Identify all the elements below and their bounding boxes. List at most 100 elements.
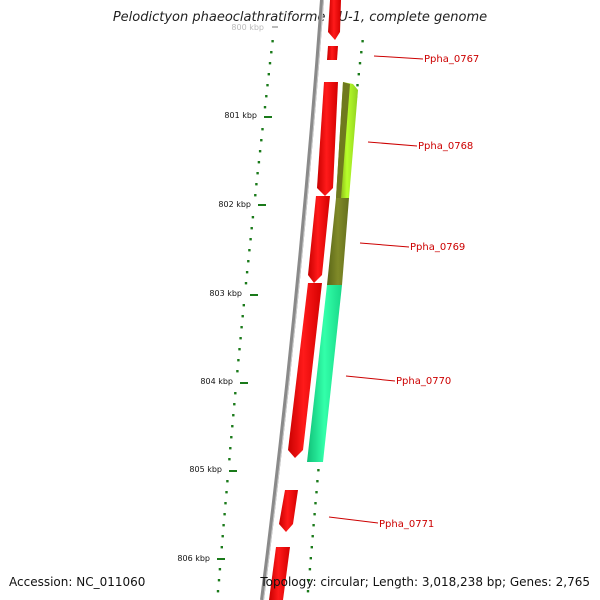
forward-strand-genes (269, 0, 341, 600)
track-dot (232, 414, 235, 417)
track-dot (251, 216, 255, 219)
ruler-tick: 802 kbp (218, 200, 266, 209)
track-dot (266, 84, 269, 87)
genome-backbone-highlight (263, 0, 324, 600)
track-dot (360, 51, 363, 54)
track-dot (261, 128, 264, 131)
track-dot (241, 315, 244, 318)
ruler-tick-label: 805 kbp (189, 465, 222, 474)
track-dot (308, 568, 312, 571)
track-dot (260, 139, 263, 142)
track-dot (234, 392, 237, 395)
track-dot (315, 491, 318, 494)
gene-label[interactable]: Ppha_0768 (418, 141, 473, 152)
track-dot (306, 590, 310, 593)
track-dot (265, 95, 268, 98)
track-dot (217, 579, 221, 582)
ruler-tick: 800 kbp (231, 23, 278, 32)
track-dot (220, 546, 223, 549)
gene-arrow[interactable] (288, 283, 322, 458)
ruler-tick-label: 801 kbp (224, 111, 257, 120)
track-dot (313, 513, 316, 516)
track-dot (242, 304, 245, 307)
track-dot (225, 491, 228, 494)
gene-label-group[interactable]: Ppha_0768 (367, 141, 473, 152)
track-dot (247, 260, 250, 263)
track-dot (256, 172, 259, 175)
track-dot (245, 271, 249, 274)
track-dot (248, 249, 251, 252)
track-dot (231, 425, 234, 428)
ruler-tick-label: 806 kbp (177, 554, 210, 563)
track-dot (224, 502, 227, 505)
genome-summary-text: Topology: circular; Length: 3,018,238 bp… (260, 575, 590, 589)
track-dot (357, 73, 360, 76)
gene-arrow[interactable] (327, 46, 338, 60)
gene-label[interactable]: Ppha_0771 (379, 519, 434, 530)
track-dot (249, 238, 252, 241)
ruler-tick-label: 802 kbp (218, 200, 251, 209)
gene-arrow[interactable] (269, 547, 290, 600)
reverse-strand-genes (307, 82, 358, 462)
track-dot (310, 546, 313, 549)
track-dot (257, 161, 261, 164)
gene-label[interactable]: Ppha_0769 (410, 242, 465, 253)
gene-label-group[interactable]: Ppha_0769 (359, 242, 465, 253)
track-dot (307, 579, 311, 582)
track-dot (230, 436, 233, 439)
ruler-tick: 804 kbp (200, 377, 248, 386)
track-dot (226, 480, 229, 483)
gene-arrow[interactable] (308, 196, 330, 283)
ruler-tick-label: 800 kbp (231, 23, 264, 32)
gene-ppha-0770[interactable] (307, 285, 342, 462)
track-dot (271, 40, 274, 43)
gene-labels: Ppha_0767 Ppha_0768 Ppha_0769 Ppha_0770 … (328, 54, 479, 530)
track-dot (233, 403, 236, 406)
track-dot (239, 337, 242, 340)
gene-ppha-0769[interactable] (327, 198, 349, 285)
track-dot (361, 40, 364, 43)
track-dot (228, 458, 231, 461)
ruler-tick-label: 803 kbp (209, 289, 242, 298)
gene-label-group[interactable]: Ppha_0770 (345, 375, 451, 387)
track-dot (236, 370, 239, 373)
track-dot (229, 447, 232, 450)
track-dot (358, 62, 362, 65)
track-dot (314, 502, 317, 505)
track-dot (237, 359, 240, 362)
ruler-tick-label: 804 kbp (200, 377, 233, 386)
ruler-tick: 803 kbp (209, 289, 258, 298)
track-dot (216, 590, 220, 593)
gene-ppha-0769-overlap (336, 82, 350, 198)
track-dot (238, 348, 241, 351)
accession-text: Accession: NC_011060 (9, 575, 146, 589)
track-dot (309, 557, 312, 560)
track-dot (218, 568, 222, 571)
gene-arrow[interactable] (328, 0, 341, 40)
track-dot (255, 183, 258, 186)
ruler-tick: 805 kbp (189, 465, 237, 474)
track-dot (221, 535, 224, 538)
track-dot (258, 150, 262, 153)
track-dot (311, 535, 314, 538)
gene-arrow[interactable] (317, 82, 338, 196)
track-dot (268, 62, 272, 65)
track-dot (244, 282, 248, 285)
track-dot (267, 73, 270, 76)
track-dot (240, 326, 243, 329)
gene-label-group[interactable]: Ppha_0767 (373, 54, 479, 65)
track-dot (250, 227, 253, 230)
gene-label-group[interactable]: Ppha_0771 (328, 516, 434, 530)
track-dot (254, 194, 257, 197)
map-title: Pelodictyon phaeoclathratiforme BU-1, co… (112, 10, 488, 25)
gene-label[interactable]: Ppha_0770 (396, 376, 451, 387)
gene-label[interactable]: Ppha_0767 (424, 54, 479, 65)
ruler-tick: 806 kbp (177, 554, 225, 563)
ruler-ticks: 800 kbp 801 kbp 802 kbp 803 kbp 804 kbp … (177, 23, 278, 563)
track-dot (317, 469, 320, 472)
ruler-tick: 801 kbp (224, 111, 272, 120)
gene-arrow[interactable] (279, 490, 298, 532)
genome-backbone (260, 0, 324, 600)
ruler-track (216, 40, 274, 593)
